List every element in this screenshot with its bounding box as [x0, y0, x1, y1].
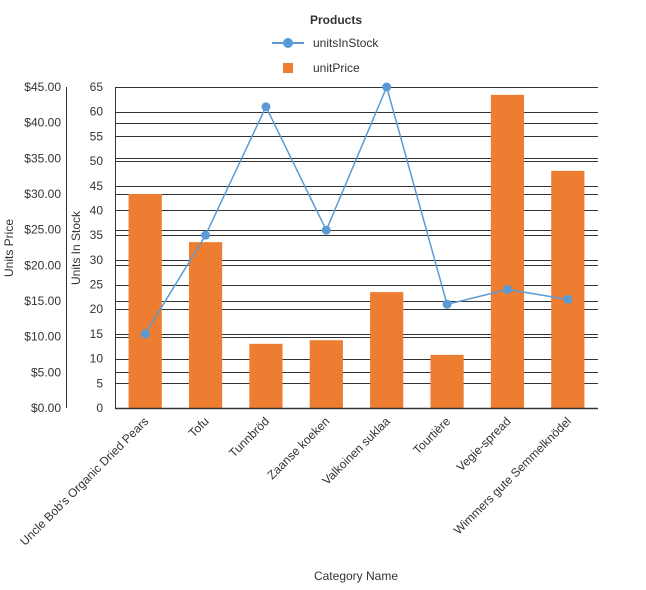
- axes: [66, 87, 598, 410]
- legend-unit-price: unitPrice: [313, 61, 360, 75]
- left-tick-label: $10.00: [24, 330, 61, 344]
- right-tick-label: 50: [90, 154, 104, 168]
- right-tick-label: 5: [96, 376, 103, 390]
- legend-dot-marker: [283, 38, 293, 48]
- x-tick-label: Tourtière: [410, 414, 453, 457]
- left-tick-label: $20.00: [24, 258, 61, 272]
- x-tick-label: Wimmers gute Semmelknödel: [451, 414, 574, 537]
- right-axis-ticks: 0 5 10 15 20 25 30 35 40 45 50 55 60 65: [90, 80, 104, 415]
- left-tick-label: $30.00: [24, 187, 61, 201]
- x-tick-label: Tunnbröd: [226, 414, 272, 460]
- bar-series: [128, 94, 585, 408]
- bar: [430, 354, 464, 408]
- chart-title: Products: [310, 13, 362, 27]
- bar: [490, 94, 525, 408]
- line-point: [502, 284, 512, 294]
- left-tick-label: $15.00: [24, 294, 61, 308]
- line-point: [442, 299, 452, 309]
- bar: [370, 292, 404, 408]
- x-axis-label: Category Name: [314, 569, 398, 583]
- left-tick-label: $35.00: [24, 151, 61, 165]
- legend-bar-marker: [283, 63, 293, 73]
- x-tick-label: Uncle Bob's Organic Dried Pears: [17, 414, 151, 548]
- right-tick-label: 30: [90, 253, 104, 267]
- left-axis-label: Units Price: [2, 219, 16, 277]
- left-axis-ticks: $0.00 $5.00 $10.00 $15.00 $20.00 $25.00 $30.00…: [24, 80, 61, 415]
- right-tick-label: 15: [90, 327, 104, 341]
- right-axis-label: Units In Stock: [69, 210, 83, 285]
- right-tick-label: 35: [90, 228, 104, 242]
- bar: [309, 340, 343, 408]
- left-tick-label: $25.00: [24, 223, 61, 237]
- line-point: [382, 82, 392, 92]
- bar: [249, 343, 283, 408]
- bar: [188, 242, 223, 408]
- right-tick-label: 25: [90, 278, 104, 292]
- line-point: [321, 225, 331, 235]
- right-tick-label: 60: [90, 105, 104, 119]
- line-series: [140, 82, 573, 339]
- gridlines: [115, 87, 598, 409]
- right-tick-label: 10: [90, 352, 104, 366]
- right-tick-label: 0: [96, 401, 103, 415]
- right-tick-label: 55: [90, 129, 104, 143]
- left-tick-label: $5.00: [31, 365, 61, 379]
- bar: [128, 194, 162, 408]
- left-tick-label: $40.00: [24, 116, 61, 130]
- right-tick-label: 65: [90, 80, 104, 94]
- x-tick-label: Vegie-spread: [454, 414, 514, 474]
- legend-units-in-stock: unitsInStock: [313, 36, 379, 50]
- line-point: [261, 102, 271, 112]
- left-tick-label: $45.00: [24, 80, 61, 94]
- right-tick-label: 20: [90, 302, 104, 316]
- x-tick-label: Zaanse koeken: [265, 414, 333, 482]
- line-point: [201, 230, 211, 240]
- right-tick-label: 45: [90, 179, 104, 193]
- line-point: [563, 294, 573, 304]
- legend: unitsInStock unitPrice: [272, 36, 379, 75]
- x-tick-label: Tofu: [186, 414, 212, 440]
- series-line: [144, 84, 568, 335]
- left-tick-label: $0.00: [31, 401, 61, 415]
- right-tick-label: 40: [90, 203, 104, 217]
- line-point: [140, 329, 150, 339]
- x-axis-ticks: Uncle Bob's Organic Dried Pears Tofu Tunnb…: [17, 414, 574, 548]
- bar: [551, 170, 585, 408]
